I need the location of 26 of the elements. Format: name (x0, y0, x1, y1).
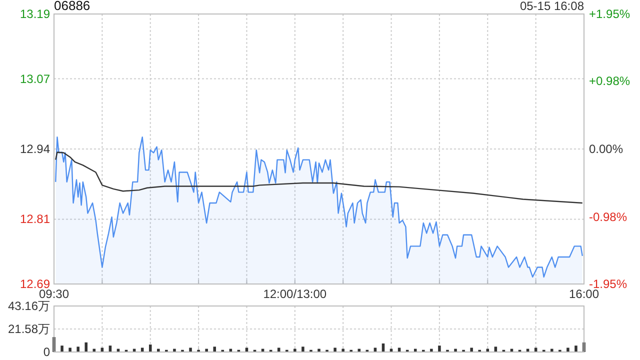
y2-tick-label: +1.95% (589, 7, 630, 21)
text: 05-15 16:08 (520, 0, 584, 13)
bar (302, 346, 304, 352)
y-tick-label: 13.19 (20, 7, 50, 21)
y-tick-label: 21.58万 (8, 322, 50, 336)
bar (189, 348, 192, 352)
bar (68, 348, 72, 352)
bar (84, 342, 88, 352)
y-tick-label: 43.16万 (8, 299, 50, 313)
y-tick-label: 12.94 (20, 142, 50, 156)
chart-title: 06886 (54, 0, 90, 13)
bar (574, 346, 578, 352)
y2-tick-label: +0.98% (589, 74, 630, 88)
y2-tick-label: -0.98% (589, 210, 628, 224)
x-tick-label: 12:00/13:00 (263, 287, 327, 301)
bar (213, 346, 216, 352)
y-tick-label: 12.81 (20, 212, 50, 226)
line-series (55, 152, 583, 204)
bar (60, 346, 64, 352)
y2-tick-label: 0.00% (589, 142, 624, 156)
y-tick-label: 0 (43, 345, 50, 359)
bar (76, 346, 80, 352)
bar (470, 348, 473, 352)
bar (566, 348, 570, 352)
y-tick-label: 13.07 (20, 72, 50, 86)
bar (334, 348, 336, 352)
